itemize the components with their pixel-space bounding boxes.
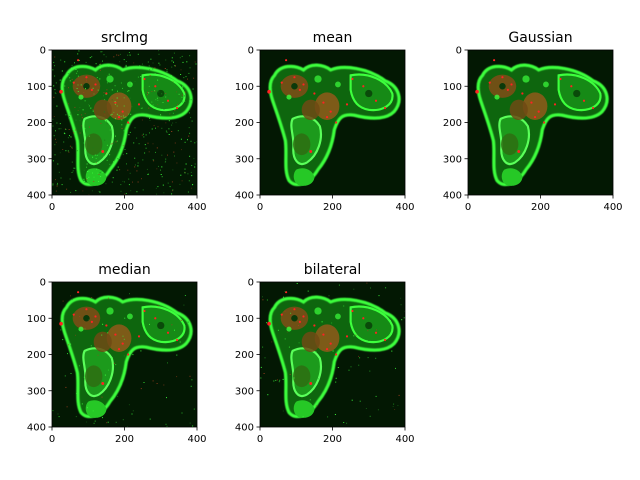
panel-title: mean [313, 30, 353, 46]
y-tick-label: 0 [456, 46, 462, 57]
y-tick-label: 400 [443, 191, 462, 202]
y-tick-label: 200 [235, 118, 254, 129]
x-tick-label: 0 [49, 202, 55, 213]
y-tick-label: 400 [235, 423, 254, 434]
y-tick-label: 300 [27, 386, 46, 397]
x-tick-label: 400 [187, 202, 206, 213]
panel-title: median [98, 262, 150, 278]
x-tick-label: 0 [257, 434, 263, 445]
panel-title: srcImg [101, 30, 148, 46]
x-tick-label: 200 [323, 202, 342, 213]
x-tick-label: 400 [395, 434, 414, 445]
y-tick-label: 400 [27, 423, 46, 434]
x-tick-label: 0 [257, 202, 263, 213]
x-tick-label: 400 [395, 202, 414, 213]
panel-title: Gaussian [508, 30, 572, 46]
y-tick-label: 100 [235, 314, 254, 325]
y-tick-label: 100 [27, 82, 46, 93]
x-tick-label: 200 [531, 202, 550, 213]
y-tick-label: 0 [40, 278, 46, 289]
x-tick-label: 200 [115, 202, 134, 213]
y-tick-label: 300 [27, 154, 46, 165]
panel-title: bilateral [304, 262, 362, 278]
microscopy-image [260, 282, 405, 427]
x-tick-label: 200 [115, 434, 134, 445]
y-tick-label: 200 [235, 350, 254, 361]
x-tick-label: 0 [465, 202, 471, 213]
y-tick-label: 200 [443, 118, 462, 129]
microscopy-image [52, 282, 197, 427]
y-tick-label: 100 [443, 82, 462, 93]
y-tick-label: 200 [27, 350, 46, 361]
microscopy-image [260, 50, 405, 195]
y-tick-label: 300 [235, 386, 254, 397]
microscopy-image [52, 50, 197, 195]
y-tick-label: 300 [443, 154, 462, 165]
y-tick-label: 200 [27, 118, 46, 129]
microscopy-image [468, 50, 613, 195]
y-tick-label: 300 [235, 154, 254, 165]
y-tick-label: 400 [27, 191, 46, 202]
y-tick-label: 400 [235, 191, 254, 202]
y-tick-label: 0 [248, 278, 254, 289]
x-tick-label: 0 [49, 434, 55, 445]
x-tick-label: 400 [187, 434, 206, 445]
x-tick-label: 200 [323, 434, 342, 445]
y-tick-label: 100 [27, 314, 46, 325]
y-tick-label: 0 [40, 46, 46, 57]
x-tick-label: 400 [603, 202, 622, 213]
y-tick-label: 100 [235, 82, 254, 93]
y-tick-label: 0 [248, 46, 254, 57]
